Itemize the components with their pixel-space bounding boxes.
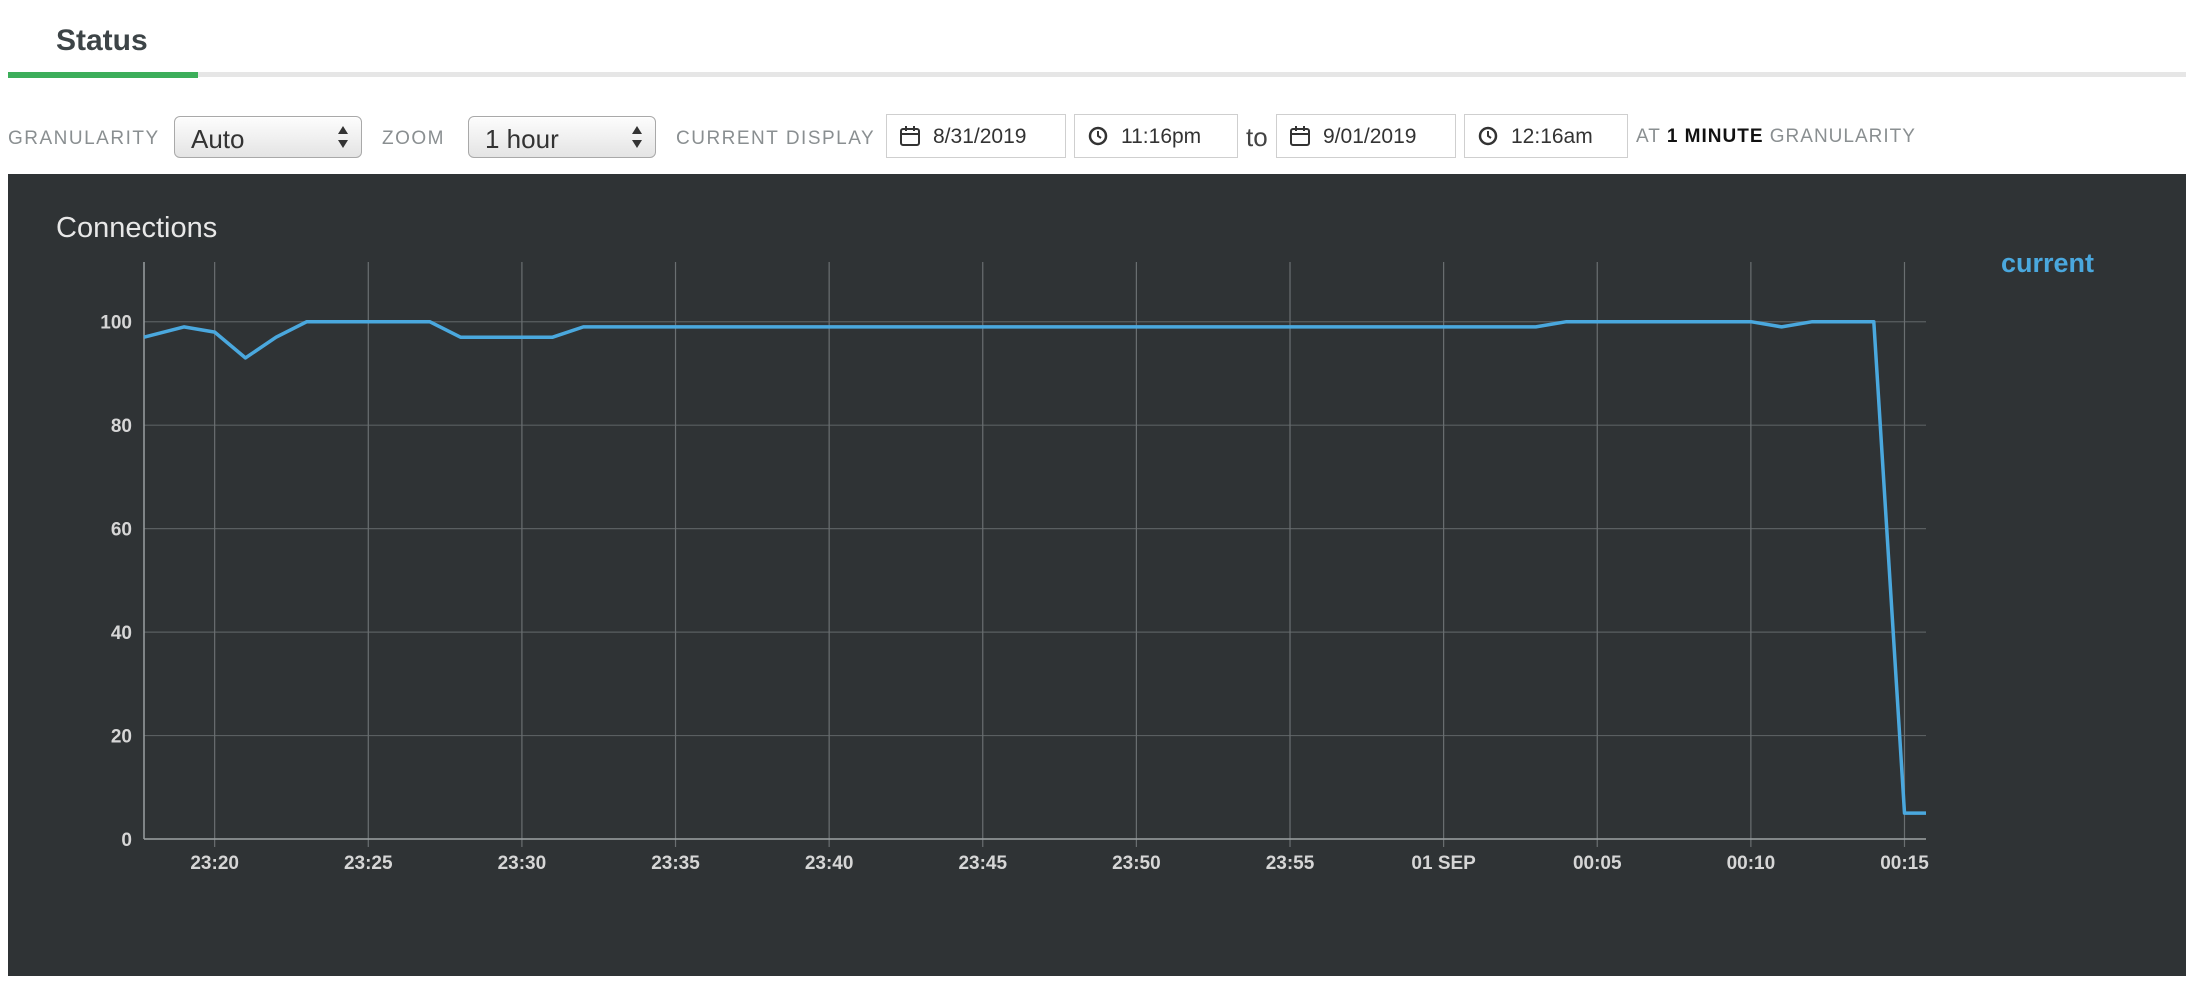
end-date-value: 9/01/2019 — [1323, 125, 1417, 148]
y-tick-label: 20 — [111, 727, 132, 748]
calendar-icon — [900, 126, 920, 146]
end-time-input[interactable]: 12:16am — [1464, 114, 1628, 158]
start-date-value: 8/31/2019 — [933, 125, 1027, 148]
y-tick-label: 80 — [111, 416, 132, 437]
legend-item-current[interactable]: current — [2000, 248, 2094, 278]
tab-status-label: Status — [56, 24, 148, 57]
start-time-input[interactable]: 11:16pm — [1074, 114, 1238, 158]
select-arrows-icon — [338, 126, 348, 148]
calendar-icon — [1290, 126, 1310, 146]
start-time-value: 11:16pm — [1121, 125, 1202, 148]
granularity-note: AT 1 MINUTE GRANULARITY — [1636, 126, 1916, 148]
range-separator: to — [1246, 122, 1268, 152]
connections-chart: 0 20 40 60 80 100 23:20 23:25 23:30 23:35 23:40 23:… — [100, 262, 1929, 874]
end-date-input[interactable]: 9/01/2019 — [1276, 114, 1456, 158]
x-tick-label: 23:50 — [1112, 853, 1161, 874]
y-tick-label: 60 — [111, 520, 132, 541]
active-tab-indicator — [8, 72, 198, 78]
granularity-select-value: Auto — [191, 124, 245, 154]
chart-panel: Connections current 0 20 40 60 80 100 23:20 23:… — [8, 174, 2186, 976]
x-tick-label: 23:55 — [1266, 853, 1315, 874]
x-tick-label: 23:45 — [958, 853, 1007, 874]
chart-title: Connections — [56, 212, 218, 244]
y-tick-label: 100 — [100, 313, 132, 334]
granularity-note-value: 1 MINUTE — [1666, 126, 1764, 147]
tab-status[interactable]: Status — [8, 0, 198, 78]
granularity-note-prefix: AT — [1636, 126, 1661, 147]
chart-controls: GRANULARITY Auto ZOOM 1 hour CURRENT DIS… — [8, 110, 2178, 162]
start-date-input[interactable]: 8/31/2019 — [886, 114, 1066, 158]
zoom-select-value: 1 hour — [485, 124, 559, 154]
x-tick-label: 23:35 — [651, 853, 700, 874]
x-tick-label: 00:05 — [1573, 853, 1622, 874]
x-tick-label: 23:20 — [190, 853, 239, 874]
y-tick-label: 0 — [121, 830, 132, 851]
granularity-label: GRANULARITY — [8, 128, 160, 149]
zoom-label: ZOOM — [382, 128, 445, 149]
x-tick-label: 23:25 — [344, 853, 393, 874]
y-tick-label: 40 — [111, 623, 132, 644]
x-tick-label: 23:30 — [498, 853, 547, 874]
x-tick-label: 01 SEP — [1411, 853, 1476, 874]
tab-bar-divider — [8, 72, 2186, 77]
x-tick-label: 00:10 — [1727, 853, 1776, 874]
granularity-note-suffix: GRANULARITY — [1769, 126, 1916, 147]
current-display-label: CURRENT DISPLAY — [676, 128, 876, 149]
zoom-select[interactable]: 1 hour — [468, 116, 656, 158]
series-line-current — [143, 319, 1926, 815]
x-tick-label: 23:40 — [805, 853, 854, 874]
select-arrows-icon — [632, 126, 642, 148]
granularity-select[interactable]: Auto — [174, 116, 362, 158]
x-tick-label: 00:15 — [1880, 853, 1929, 874]
end-time-value: 12:16am — [1511, 125, 1593, 148]
tab-bar: Status — [8, 0, 2186, 78]
clock-icon — [1088, 126, 1108, 146]
clock-icon — [1478, 126, 1498, 146]
